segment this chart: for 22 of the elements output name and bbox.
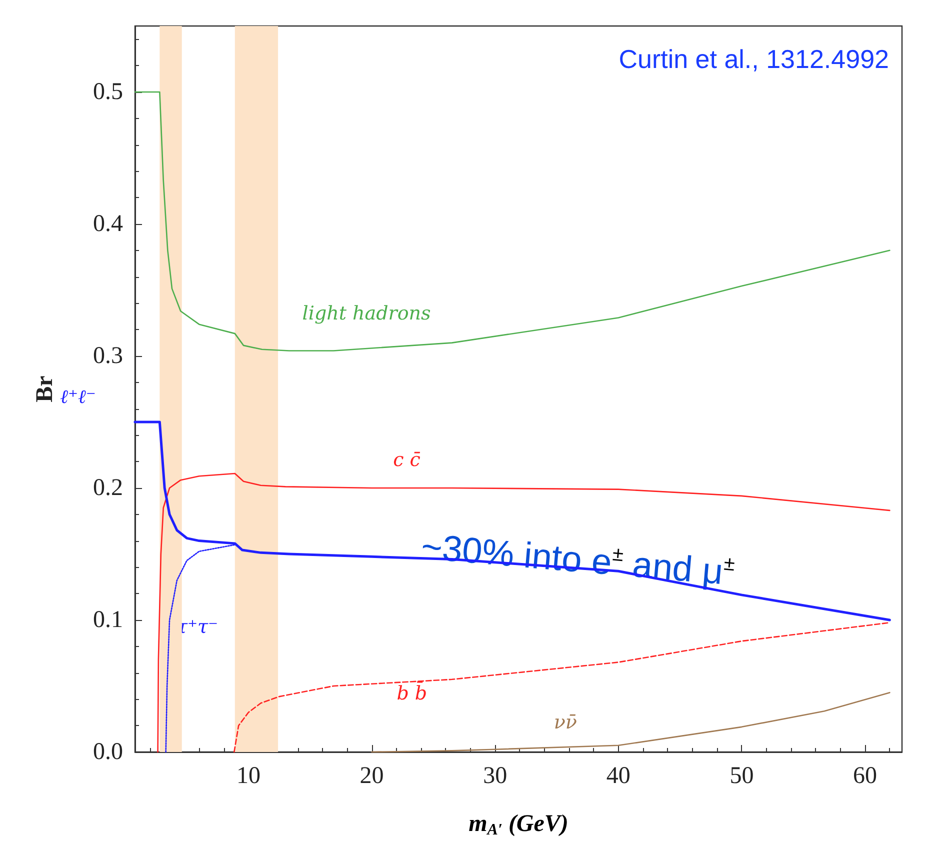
series-label: c c̄ — [393, 449, 421, 471]
y-tick-label: 0.2 — [93, 475, 123, 501]
y-tick-label: 0.5 — [93, 79, 123, 105]
y-tick-label: 0.3 — [93, 343, 123, 369]
series-label: light hadrons — [302, 302, 432, 325]
y-tick-label: 0.1 — [93, 607, 123, 633]
x-tick-label: 50 — [730, 763, 754, 789]
x-tick-label: 30 — [483, 763, 508, 789]
line-series — [134, 91, 890, 352]
line-series — [233, 622, 890, 753]
y-axis-title: Br — [32, 375, 58, 402]
series-label: b b̄ — [396, 680, 428, 704]
x-tick-label: 40 — [606, 763, 630, 789]
y-tick-label: 0.0 — [93, 739, 123, 765]
x-tick-label: 60 — [853, 763, 878, 789]
x-tick-label: 20 — [360, 763, 384, 789]
series-label: νν̄ — [554, 711, 578, 734]
annotation: Curtin et al., 1312.4992 — [618, 44, 889, 74]
line-series — [157, 472, 890, 753]
text: ℓ⁺ℓ⁻ — [60, 386, 96, 408]
y-tick-label: 0.4 — [93, 211, 123, 237]
x-tick-label: 10 — [236, 763, 260, 789]
